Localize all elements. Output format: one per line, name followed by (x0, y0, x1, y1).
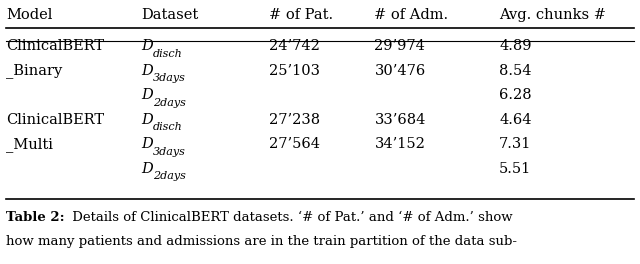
Text: disch: disch (153, 122, 182, 132)
Text: _Binary: _Binary (6, 63, 63, 78)
Text: 27’564: 27’564 (269, 137, 320, 152)
Text: D: D (141, 88, 152, 102)
Text: # of Adm.: # of Adm. (374, 8, 449, 22)
Text: ClinicalBERT: ClinicalBERT (6, 113, 104, 127)
Text: 8.54: 8.54 (499, 64, 532, 78)
Text: how many patients and admissions are in the train partition of the data sub-: how many patients and admissions are in … (6, 235, 517, 248)
Text: 6.28: 6.28 (499, 88, 532, 102)
Text: 27’238: 27’238 (269, 113, 320, 127)
Text: 3days: 3days (153, 147, 186, 157)
Text: D: D (141, 113, 152, 127)
Text: Table 2:: Table 2: (6, 211, 65, 224)
Text: 24’742: 24’742 (269, 39, 319, 53)
Text: 2days: 2days (153, 171, 186, 181)
Text: # of Pat.: # of Pat. (269, 8, 333, 22)
Text: 30’476: 30’476 (374, 64, 426, 78)
Text: 2days: 2days (153, 98, 186, 108)
Text: D: D (141, 162, 152, 176)
Text: D: D (141, 137, 152, 152)
Text: disch: disch (153, 49, 182, 59)
Text: Dataset: Dataset (141, 8, 198, 22)
Text: 4.89: 4.89 (499, 39, 532, 53)
Text: 33’684: 33’684 (374, 113, 426, 127)
Text: Details of ClinicalBERT datasets. ‘# of Pat.’ and ‘# of Adm.’ show: Details of ClinicalBERT datasets. ‘# of … (68, 211, 513, 224)
Text: 29’974: 29’974 (374, 39, 425, 53)
Text: _Multi: _Multi (6, 137, 53, 152)
Text: Avg. chunks #: Avg. chunks # (499, 8, 606, 22)
Text: 25’103: 25’103 (269, 64, 320, 78)
Text: 4.64: 4.64 (499, 113, 532, 127)
Text: 34’152: 34’152 (374, 137, 425, 152)
Text: 3days: 3days (153, 73, 186, 83)
Text: ClinicalBERT: ClinicalBERT (6, 39, 104, 53)
Text: 5.51: 5.51 (499, 162, 531, 176)
Text: D: D (141, 39, 152, 53)
Text: 7.31: 7.31 (499, 137, 532, 152)
Text: Model: Model (6, 8, 52, 22)
Text: D: D (141, 64, 152, 78)
